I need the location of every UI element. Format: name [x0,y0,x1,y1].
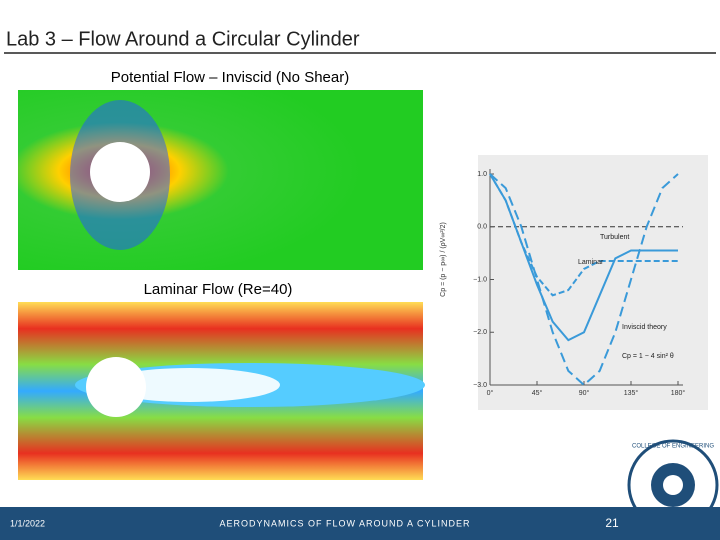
annotation: Cp = 1 − 4 sin² θ [622,353,674,360]
panel-caption: Laminar Flow (Re=40) [144,281,293,298]
series-line [489,173,679,387]
y-tick-label: 0.0 [477,224,487,231]
series-label: Laminar [578,259,604,266]
y-tick-label: −3.0 [473,382,487,389]
page-number: 21 [605,516,619,530]
y-axis-label: Cp = (p − p∞) / (ρV∞²/2) [440,222,447,297]
series-label: Turbulent [600,234,629,241]
x-tick-label: 45° [532,389,543,397]
x-tick-label: 135° [624,389,639,397]
x-tick-label: 0° [487,389,494,397]
slide-title: Lab 3 – Flow Around a Circular Cylinder [6,28,360,50]
y-tick-label: −1.0 [473,276,487,283]
series-line [489,173,678,297]
series-label: Inviscid theory [622,324,667,331]
footer-subject: AERODYNAMICS OF FLOW AROUND A CYLINDER [219,518,470,528]
footer-date: 1/1/2022 [10,518,45,528]
cp-plot-panel [478,155,708,410]
logo-text: COLLEGE OF ENGINEERING [632,444,714,450]
y-tick-label: 1.0 [477,171,487,178]
x-tick-label: 180° [671,389,686,397]
cylinder [86,357,146,417]
x-tick-label: 90° [579,389,590,397]
footer-bar [0,507,720,540]
y-tick-label: −2.0 [473,329,487,336]
panel-caption: Potential Flow – Inviscid (No Shear) [111,69,349,86]
cylinder [90,142,150,202]
